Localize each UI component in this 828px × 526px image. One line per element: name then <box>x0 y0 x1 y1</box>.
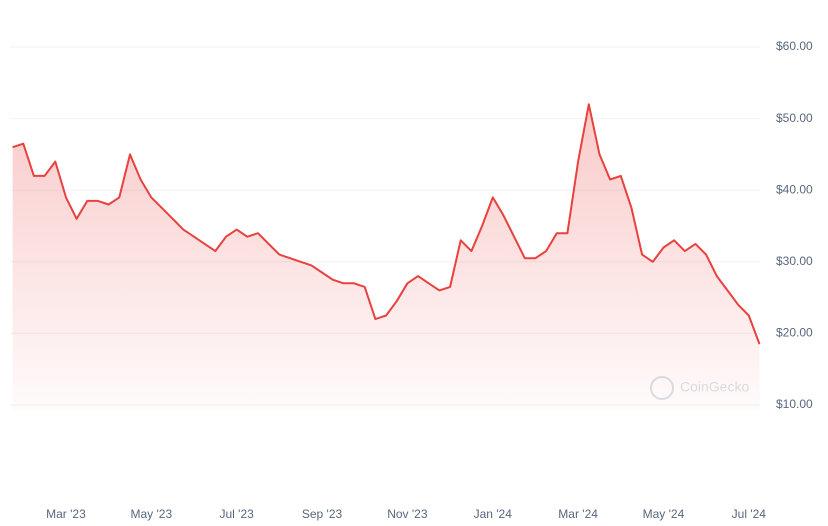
x-tick-label: May '23 <box>130 507 172 521</box>
x-tick-label: May '24 <box>643 507 685 521</box>
price-line <box>12 103 761 345</box>
y-tick-label: $10.00 <box>776 397 813 411</box>
watermark-text: CoinGecko <box>680 379 749 395</box>
x-tick-label: Jul '23 <box>220 507 255 521</box>
x-tick-label: Jan '24 <box>474 507 513 521</box>
watermark: CoinGecko <box>650 376 749 400</box>
x-tick-label: Mar '23 <box>46 507 86 521</box>
y-tick-label: $20.00 <box>776 326 813 340</box>
y-tick-label: $60.00 <box>776 39 813 53</box>
y-tick-label: $40.00 <box>776 182 813 196</box>
x-tick-label: Sep '23 <box>302 507 343 521</box>
x-tick-label: Jul '24 <box>732 507 767 521</box>
x-tick-label: Nov '23 <box>387 507 428 521</box>
y-tick-label: $50.00 <box>776 111 813 125</box>
price-area <box>12 104 760 411</box>
x-tick-label: Mar '24 <box>558 507 598 521</box>
watermark-icon <box>650 376 674 400</box>
y-tick-label: $30.00 <box>776 254 813 268</box>
